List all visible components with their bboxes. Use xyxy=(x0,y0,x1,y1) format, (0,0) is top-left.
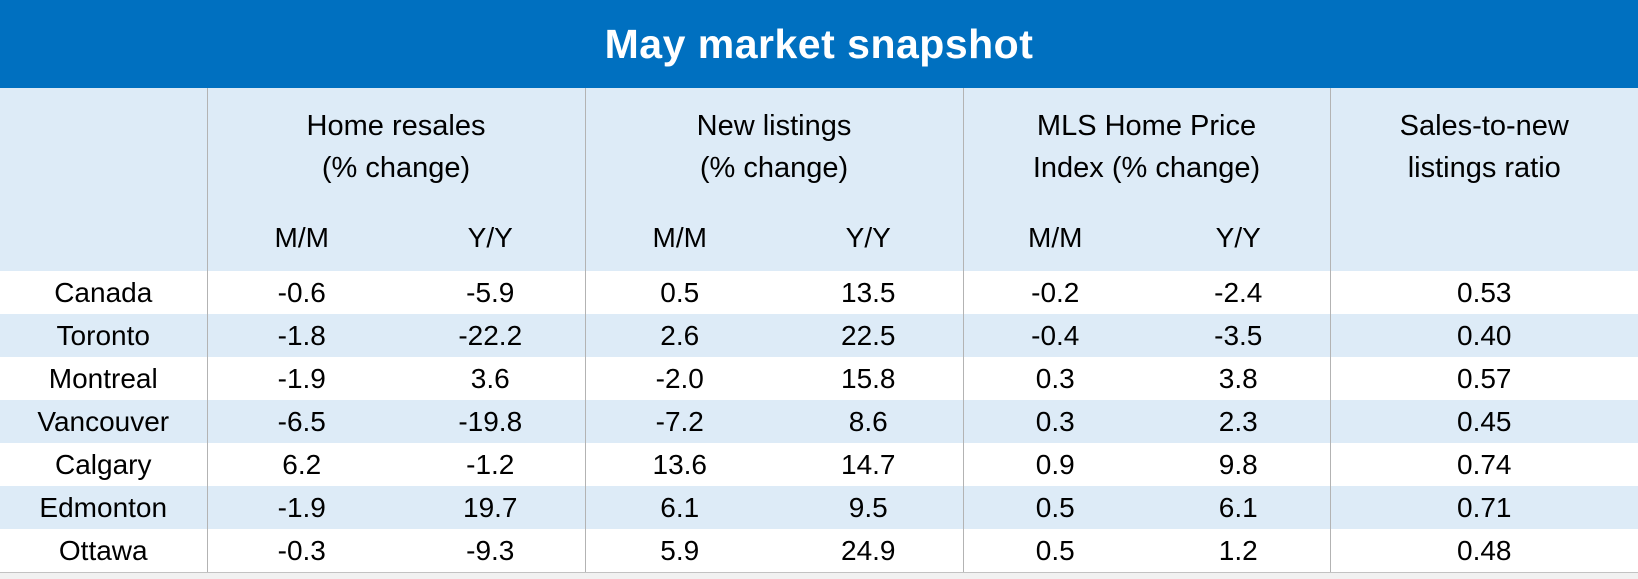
subcol-header-yy: Y/Y xyxy=(1147,205,1331,271)
table-cell: 14.7 xyxy=(774,443,964,486)
column-group-mls-hpi: MLS Home Price Index (% change) xyxy=(963,88,1331,205)
table-row-montreal: Montreal -1.9 3.6 -2.0 15.8 0.3 3.8 0.57 xyxy=(0,357,1638,400)
table-cell: 9.8 xyxy=(1147,443,1331,486)
table-cell: 3.6 xyxy=(396,357,586,400)
column-group-sublabel: Index (% change) xyxy=(1032,151,1261,184)
table-row-ottawa: Ottawa -0.3 -9.3 5.9 24.9 0.5 1.2 0.48 xyxy=(0,529,1638,572)
table-cell: 2.6 xyxy=(660,319,700,351)
table-cell: 6.1 xyxy=(660,491,700,523)
table-cell: 6.1 xyxy=(1147,486,1331,529)
table-cell: 0.74 xyxy=(1457,448,1512,480)
subcol-header-yy: Y/Y xyxy=(396,205,586,271)
table-cell: 6.2 xyxy=(282,448,322,480)
column-group-header-row: Home resales (% change) New listings (% … xyxy=(0,88,1638,271)
table-cell: 0.48 xyxy=(1457,534,1512,566)
table-cell: 0.40 xyxy=(1457,319,1512,351)
row-label: Ottawa xyxy=(0,529,208,572)
table-row-toronto: Toronto -1.8 -22.2 2.6 22.5 -0.4 -3.5 0.… xyxy=(0,314,1638,357)
table-cell: 0.57 xyxy=(1457,362,1512,394)
column-group-sublabel: (% change) xyxy=(321,151,471,184)
table-cell: -6.5 xyxy=(277,405,326,437)
bottom-strip xyxy=(0,572,1638,579)
column-group-sales-to-new-listings-ratio: Sales-to-new listings ratio xyxy=(1330,88,1638,205)
table-cell: 13.5 xyxy=(774,271,964,314)
subcol-header-mm: M/M xyxy=(963,205,1147,271)
table-cell: -1.9 xyxy=(277,491,326,523)
table-cell: 0.9 xyxy=(1035,448,1075,480)
table-cell: -0.2 xyxy=(1031,276,1080,308)
column-group-home-resales: Home resales (% change) xyxy=(207,88,586,205)
table-cell: -22.2 xyxy=(396,314,586,357)
table-cell: 0.3 xyxy=(1035,362,1075,394)
table-cell: -1.9 xyxy=(277,362,326,394)
table-cell: -2.0 xyxy=(655,362,704,394)
table-cell: 2.3 xyxy=(1147,400,1331,443)
table-cell: 0.5 xyxy=(1035,534,1075,566)
row-label: Edmonton xyxy=(0,486,208,529)
table-cell: 0.3 xyxy=(1035,405,1075,437)
table-cell: -1.8 xyxy=(277,319,326,351)
table-cell: -5.9 xyxy=(396,271,586,314)
subcol-header-mm: M/M xyxy=(207,205,396,271)
title-bar: May market snapshot xyxy=(0,0,1638,88)
market-snapshot-table: Home resales (% change) New listings (% … xyxy=(0,88,1638,572)
table-cell: -2.4 xyxy=(1147,271,1331,314)
subcol-header-empty xyxy=(1330,205,1638,271)
table-cell: 1.2 xyxy=(1147,529,1331,572)
table-cell: 13.6 xyxy=(652,448,708,480)
column-group-label: MLS Home Price xyxy=(1036,109,1257,142)
column-group-label: Sales-to-new xyxy=(1399,109,1569,142)
table-cell: -19.8 xyxy=(396,400,586,443)
table-cell: 19.7 xyxy=(396,486,586,529)
table-cell: -7.2 xyxy=(655,405,704,437)
column-group-new-listings: New listings (% change) xyxy=(585,88,964,205)
table-header: Home resales (% change) New listings (% … xyxy=(0,88,1638,271)
subcol-header-yy: Y/Y xyxy=(774,205,964,271)
table-cell: 0.71 xyxy=(1457,491,1512,523)
table-cell: 8.6 xyxy=(774,400,964,443)
table-cell: 0.53 xyxy=(1457,276,1512,308)
page-title: May market snapshot xyxy=(604,20,1034,67)
table-row-calgary: Calgary 6.2 -1.2 13.6 14.7 0.9 9.8 0.74 xyxy=(0,443,1638,486)
table-cell: 22.5 xyxy=(774,314,964,357)
table-row-vancouver: Vancouver -6.5 -19.8 -7.2 8.6 0.3 2.3 0.… xyxy=(0,400,1638,443)
table-cell: -0.3 xyxy=(277,534,326,566)
table-cell: 9.5 xyxy=(774,486,964,529)
row-label: Vancouver xyxy=(0,400,208,443)
column-group-label: Home resales xyxy=(306,109,486,142)
table-cell: 3.8 xyxy=(1147,357,1331,400)
column-group-sublabel: (% change) xyxy=(699,151,849,184)
row-label: Montreal xyxy=(0,357,208,400)
table-cell: 0.45 xyxy=(1457,405,1512,437)
table-cell: 0.5 xyxy=(1035,491,1075,523)
table-cell: -1.2 xyxy=(396,443,586,486)
table-cell: 24.9 xyxy=(774,529,964,572)
column-group-label: New listings xyxy=(696,109,852,142)
row-label: Calgary xyxy=(0,443,208,486)
table-cell: 5.9 xyxy=(660,534,700,566)
table-row-edmonton: Edmonton -1.9 19.7 6.1 9.5 0.5 6.1 0.71 xyxy=(0,486,1638,529)
region-column-header xyxy=(0,88,208,271)
sub-header-row: M/M Y/Y M/M Y/Y M/M Y/Y xyxy=(0,205,1638,271)
table-cell: -0.6 xyxy=(277,276,326,308)
row-label: Canada xyxy=(0,271,208,314)
table-body: Canada -0.6 -5.9 0.5 13.5 -0.2 -2.4 0.53… xyxy=(0,271,1638,572)
table-cell: 15.8 xyxy=(774,357,964,400)
table-cell: -0.4 xyxy=(1031,319,1080,351)
column-group-sublabel: listings ratio xyxy=(1407,151,1561,184)
table-cell: -9.3 xyxy=(396,529,586,572)
table-cell: 0.5 xyxy=(660,276,700,308)
subcol-header-mm: M/M xyxy=(585,205,774,271)
table-row-canada: Canada -0.6 -5.9 0.5 13.5 -0.2 -2.4 0.53 xyxy=(0,271,1638,314)
row-label: Toronto xyxy=(0,314,208,357)
table-cell: -3.5 xyxy=(1147,314,1331,357)
